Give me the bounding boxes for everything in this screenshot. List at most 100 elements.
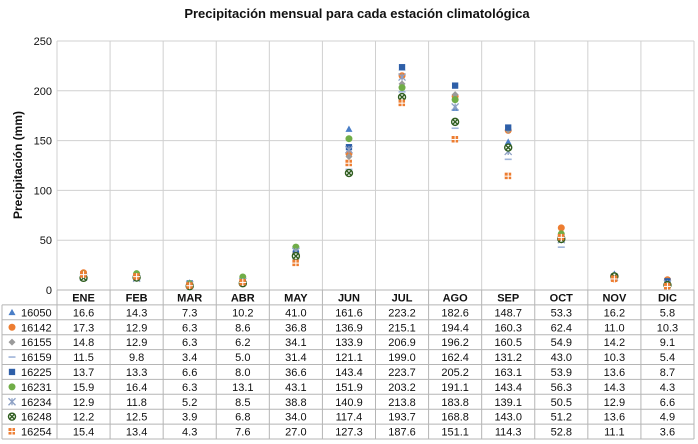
table-cell: 51.2 (551, 412, 572, 424)
series-name: 16231 (21, 382, 52, 394)
x-category-label: ENE (72, 292, 95, 304)
x-category-label: AGO (443, 292, 469, 304)
data-point (557, 233, 565, 241)
table-cell: 12.2 (73, 412, 94, 424)
data-point (663, 282, 671, 290)
table-cell: 56.3 (551, 382, 572, 394)
table-cell: 223.2 (388, 307, 416, 319)
table-cell: 13.3 (126, 367, 147, 379)
table-cell: 11.1 (604, 427, 625, 439)
table-cell: 41.0 (285, 307, 306, 319)
data-point (292, 259, 300, 267)
data-point (557, 224, 565, 232)
table-cell: 8.7 (660, 367, 675, 379)
table-cell: 196.2 (441, 337, 469, 349)
legend-marker (7, 412, 17, 421)
legend-marker (8, 383, 16, 391)
data-point (451, 82, 459, 89)
table-cell: 10.2 (232, 307, 253, 319)
x-category-label: MAY (284, 292, 308, 304)
table-cell: 17.3 (73, 322, 94, 334)
table-cell: 160.3 (494, 322, 522, 334)
data-point (451, 127, 459, 130)
y-tick-label: 150 (34, 136, 52, 148)
table-cell: 7.3 (182, 307, 197, 319)
table-cell: 14.8 (73, 337, 94, 349)
data-point (451, 102, 460, 111)
table-cell: 117.4 (336, 412, 363, 424)
table-cell: 11.0 (604, 322, 625, 334)
data-point (398, 99, 406, 107)
table-cell: 16.6 (73, 307, 94, 319)
data-point (398, 90, 406, 93)
table-cell: 8.6 (235, 322, 250, 334)
table-cell: 139.1 (494, 397, 522, 409)
data-point (504, 172, 512, 180)
table-cell: 50.5 (551, 397, 572, 409)
legend-marker (8, 397, 16, 406)
data-point (344, 168, 354, 178)
x-category-label: OCT (550, 292, 574, 304)
table-cell: 163.1 (494, 367, 522, 379)
series-name: 16254 (21, 427, 52, 439)
data-point (505, 124, 512, 131)
table-cell: 53.9 (551, 367, 572, 379)
legend-marker (8, 356, 16, 358)
table-cell: 140.9 (335, 397, 363, 409)
table-cell: 4.3 (660, 382, 675, 394)
table-cell: 27.0 (285, 427, 306, 439)
data-point (504, 138, 512, 145)
legend-marker (8, 368, 16, 376)
table-cell: 187.6 (388, 427, 416, 439)
table-cell: 9.8 (129, 352, 144, 364)
table-cell: 183.8 (441, 397, 469, 409)
table-cell: 199.0 (388, 352, 416, 364)
table-cell: 6.3 (182, 337, 197, 349)
table-cell: 6.6 (660, 397, 675, 409)
table-cell: 205.2 (441, 367, 469, 379)
table-cell: 43.0 (551, 352, 572, 364)
table-cell: 31.4 (285, 352, 306, 364)
data-point (451, 91, 459, 99)
table-cell: 12.9 (126, 337, 147, 349)
data-point (451, 96, 459, 104)
legend-marker (8, 338, 16, 346)
table-cell: 3.4 (182, 352, 197, 364)
table-cell: 131.2 (494, 352, 522, 364)
table-cell: 16.4 (126, 382, 147, 394)
table-cell: 143.4 (335, 367, 363, 379)
data-point (345, 125, 353, 132)
x-category-label: MAR (177, 292, 202, 304)
data-point (557, 246, 565, 248)
table-cell: 121.1 (335, 352, 363, 364)
series-name: 16155 (21, 337, 52, 349)
table-cell: 168.8 (441, 412, 469, 424)
table-cell: 3.6 (660, 427, 675, 439)
series-name: 16159 (21, 352, 52, 364)
table-cell: 62.4 (551, 322, 572, 334)
table-cell: 36.6 (285, 367, 306, 379)
gridlines (56, 40, 695, 291)
table-cell: 3.9 (182, 412, 197, 424)
series-name: 16142 (21, 322, 52, 334)
table-cell: 136.9 (335, 322, 363, 334)
data-point (344, 145, 353, 154)
data-point (398, 84, 406, 92)
table-cell: 12.9 (604, 397, 625, 409)
table-cell: 160.5 (494, 337, 522, 349)
y-axis-ticks: 0 50 100 150 200 250 (34, 36, 52, 297)
table-cell: 8.0 (235, 367, 250, 379)
data-point (398, 64, 406, 71)
table-cell: 5.4 (660, 352, 675, 364)
y-tick-label: 100 (34, 185, 52, 197)
x-category-label: SEP (497, 292, 519, 304)
table-cell: 215.1 (388, 322, 416, 334)
table-cell: 43.1 (285, 382, 306, 394)
data-point (398, 73, 407, 82)
chart-title: Precipitación mensual para cada estación… (184, 6, 530, 21)
data-table: ENE FEB MAR ABR MAY JUN JUL AGO SEP OCT NOV DIC 1605… (1, 289, 695, 440)
table-cell: 127.3 (335, 427, 363, 439)
x-category-label: JUL (392, 292, 413, 304)
table-cell: 213.8 (388, 397, 416, 409)
